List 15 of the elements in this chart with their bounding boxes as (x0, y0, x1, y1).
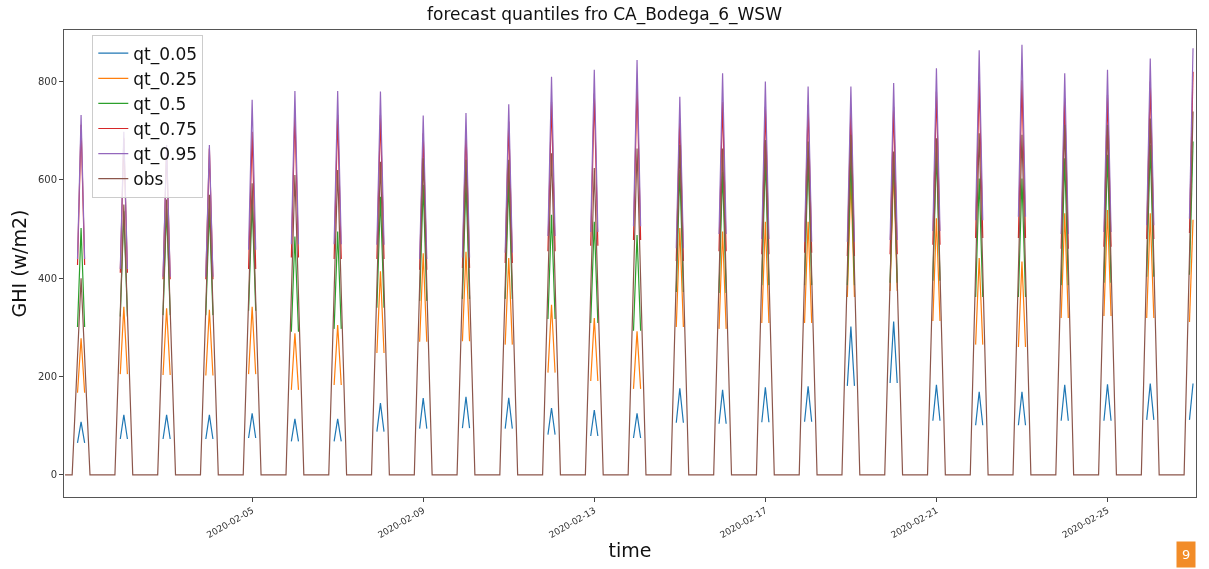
y-tick-label: 800 (37, 76, 57, 88)
legend-label: obs (133, 169, 164, 190)
legend-label: qt_0.05 (133, 43, 198, 65)
chart-title: forecast quantiles fro CA_Bodega_6_WSW (427, 4, 783, 26)
legend-label: qt_0.25 (133, 68, 198, 90)
legend-label: qt_0.75 (133, 119, 198, 141)
y-axis-title: GHI (w/m2) (7, 209, 30, 318)
y-tick-label: 600 (37, 174, 57, 186)
y-tick-label: 0 (50, 469, 57, 481)
y-tick-label: 400 (37, 272, 57, 284)
y-tick-label: 200 (37, 371, 57, 383)
text: 9 (1182, 547, 1191, 562)
legend-label: qt_0.5 (133, 94, 187, 116)
x-axis-title: time (608, 538, 652, 561)
legend-label: qt_0.95 (133, 144, 198, 166)
